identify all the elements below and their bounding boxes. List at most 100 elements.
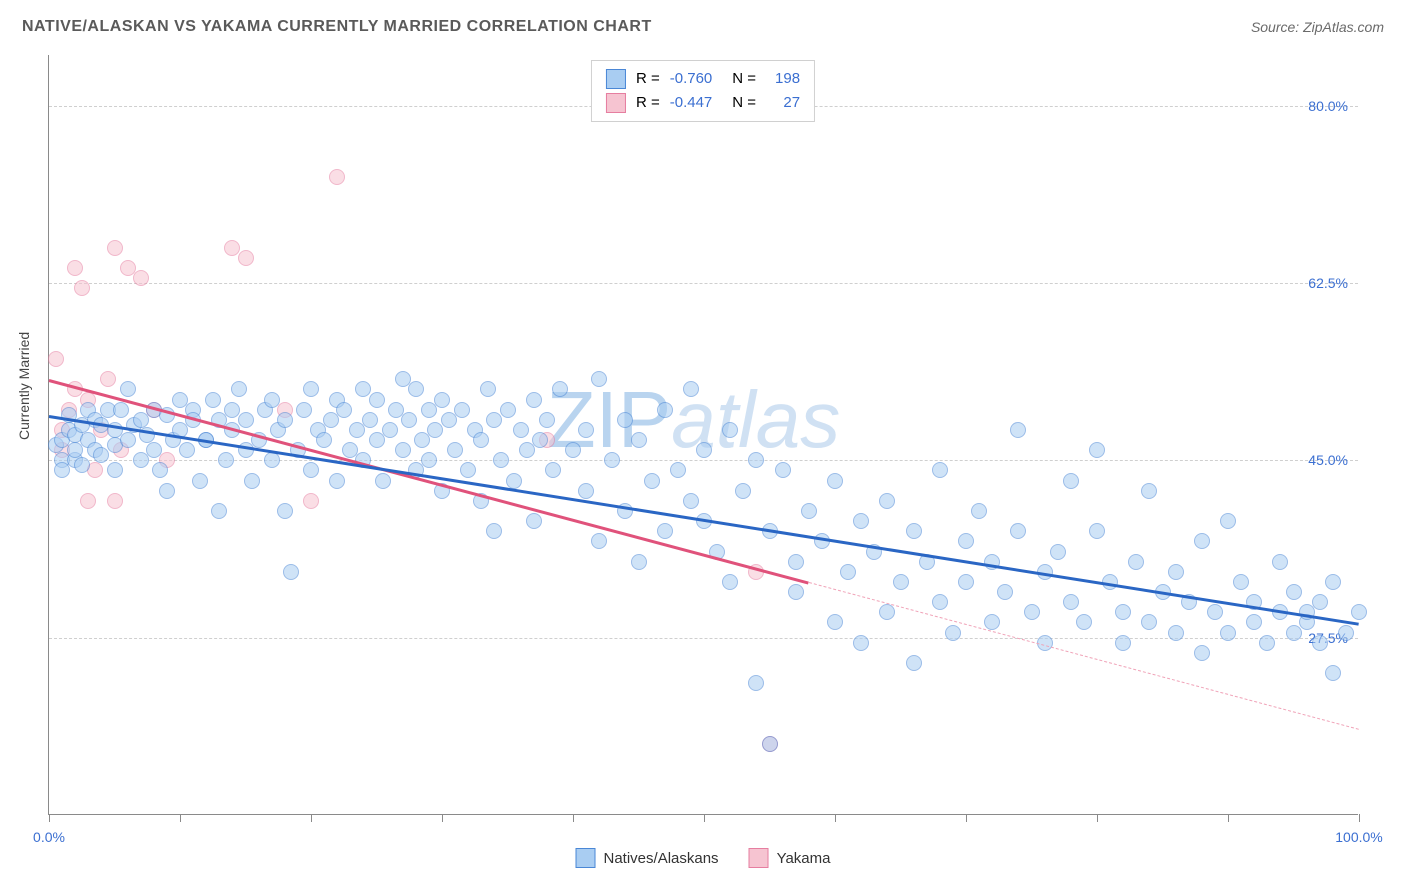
- scatter-point-natives: [231, 381, 247, 397]
- x-tick-mark: [311, 814, 312, 822]
- legend-label-natives: Natives/Alaskans: [604, 850, 719, 867]
- scatter-point-natives: [906, 523, 922, 539]
- scatter-point-natives: [879, 604, 895, 620]
- scatter-point-natives: [1010, 422, 1026, 438]
- scatter-point-natives: [179, 442, 195, 458]
- y-tick-label: 80.0%: [1308, 98, 1348, 114]
- scatter-point-yakama: [329, 169, 345, 185]
- scatter-point-natives: [526, 392, 542, 408]
- scatter-point-natives: [696, 442, 712, 458]
- scatter-point-natives: [545, 462, 561, 478]
- scatter-point-natives: [722, 574, 738, 590]
- scatter-point-yakama: [74, 280, 90, 296]
- n-value-blue: 198: [766, 67, 800, 91]
- scatter-point-natives: [683, 493, 699, 509]
- scatter-point-natives: [748, 675, 764, 691]
- scatter-point-natives: [1010, 523, 1026, 539]
- scatter-point-natives: [1076, 614, 1092, 630]
- legend-row-pink: R = -0.447 N = 27: [606, 91, 800, 115]
- scatter-point-yakama: [303, 493, 319, 509]
- scatter-point-natives: [1220, 513, 1236, 529]
- scatter-point-natives: [683, 381, 699, 397]
- scatter-point-natives: [1338, 625, 1354, 641]
- x-tick-mark: [573, 814, 574, 822]
- scatter-point-natives: [1312, 635, 1328, 651]
- scatter-point-yakama: [67, 260, 83, 276]
- x-tick-mark: [835, 814, 836, 822]
- plot-area: ZIPatlas 27.5%45.0%62.5%80.0%0.0%100.0%: [48, 55, 1358, 815]
- scatter-point-yakama: [80, 493, 96, 509]
- scatter-point-natives: [1089, 442, 1105, 458]
- scatter-point-natives: [1115, 635, 1131, 651]
- r-label: R =: [636, 67, 660, 91]
- scatter-point-natives: [303, 381, 319, 397]
- scatter-point-natives: [1272, 554, 1288, 570]
- legend-label-yakama: Yakama: [777, 850, 831, 867]
- scatter-point-natives: [932, 594, 948, 610]
- scatter-point-natives: [722, 422, 738, 438]
- scatter-point-natives: [657, 402, 673, 418]
- scatter-point-natives: [578, 483, 594, 499]
- scatter-point-natives: [113, 402, 129, 418]
- scatter-point-natives: [1141, 483, 1157, 499]
- scatter-point-natives: [1194, 645, 1210, 661]
- scatter-point-natives: [303, 462, 319, 478]
- scatter-point-natives: [552, 381, 568, 397]
- scatter-point-natives: [218, 452, 234, 468]
- scatter-point-natives: [788, 554, 804, 570]
- scatter-point-natives: [997, 584, 1013, 600]
- scatter-point-natives: [1233, 574, 1249, 590]
- scatter-point-natives: [1259, 635, 1275, 651]
- scatter-point-natives: [945, 625, 961, 641]
- scatter-point-yakama: [100, 371, 116, 387]
- scatter-point-natives: [539, 412, 555, 428]
- scatter-point-natives: [434, 392, 450, 408]
- scatter-point-natives: [120, 381, 136, 397]
- scatter-point-natives: [1024, 604, 1040, 620]
- scatter-point-natives: [1128, 554, 1144, 570]
- scatter-point-natives: [329, 473, 345, 489]
- y-axis-label: Currently Married: [16, 332, 32, 440]
- scatter-point-natives: [735, 483, 751, 499]
- scatter-point-yakama: [107, 493, 123, 509]
- scatter-point-natives: [460, 462, 476, 478]
- scatter-point-natives: [775, 462, 791, 478]
- scatter-point-natives: [1063, 473, 1079, 489]
- r-label: R =: [636, 91, 660, 115]
- scatter-point-natives: [958, 574, 974, 590]
- scatter-point-natives: [1141, 614, 1157, 630]
- gridline-horizontal: [49, 638, 1358, 639]
- scatter-point-natives: [454, 402, 470, 418]
- x-tick-mark: [442, 814, 443, 822]
- scatter-point-natives: [395, 442, 411, 458]
- gridline-horizontal: [49, 460, 1358, 461]
- scatter-point-natives: [277, 503, 293, 519]
- scatter-point-natives: [879, 493, 895, 509]
- scatter-point-yakama: [238, 250, 254, 266]
- scatter-point-natives: [506, 473, 522, 489]
- x-tick-mark: [1097, 814, 1098, 822]
- legend-series: Natives/Alaskans Yakama: [576, 848, 831, 868]
- scatter-point-natives: [801, 503, 817, 519]
- x-tick-mark: [1359, 814, 1360, 822]
- scatter-point-natives: [1246, 614, 1262, 630]
- swatch-pink: [606, 93, 626, 113]
- scatter-point-yakama: [48, 351, 64, 367]
- y-tick-label: 45.0%: [1308, 452, 1348, 468]
- scatter-point-natives: [617, 412, 633, 428]
- scatter-point-natives: [382, 422, 398, 438]
- n-label: N =: [732, 67, 756, 91]
- scatter-point-natives: [1194, 533, 1210, 549]
- scatter-point-yakama: [133, 270, 149, 286]
- x-tick-mark: [966, 814, 967, 822]
- gridline-horizontal: [49, 283, 1358, 284]
- scatter-point-natives: [447, 442, 463, 458]
- scatter-point-natives: [984, 614, 1000, 630]
- x-tick-mark: [704, 814, 705, 822]
- legend-correlation: R = -0.760 N = 198 R = -0.447 N = 27: [591, 60, 815, 122]
- swatch-blue: [576, 848, 596, 868]
- n-label: N =: [732, 91, 756, 115]
- scatter-point-natives: [205, 392, 221, 408]
- scatter-point-natives: [238, 412, 254, 428]
- scatter-point-natives: [152, 462, 168, 478]
